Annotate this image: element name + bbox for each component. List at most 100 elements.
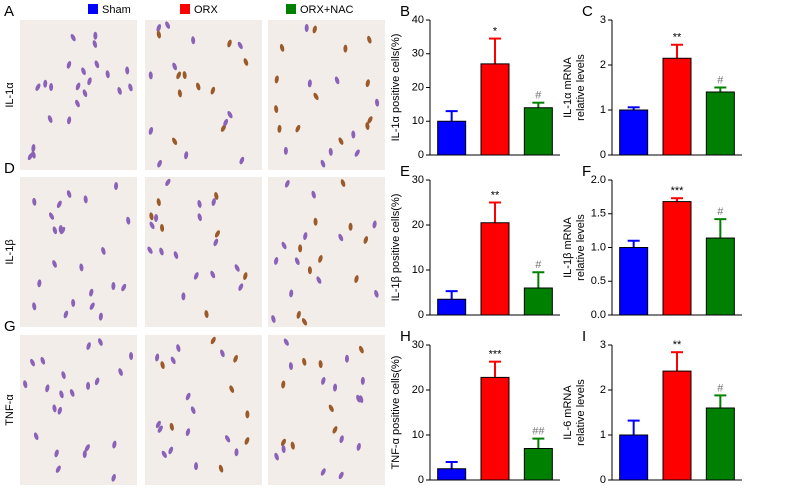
- cell: [55, 465, 61, 473]
- cell: [185, 428, 191, 437]
- cell: [172, 137, 178, 145]
- cell: [338, 233, 344, 242]
- significance: ##: [532, 426, 545, 438]
- cell: [92, 40, 98, 48]
- cell: [311, 190, 316, 199]
- cell: [86, 342, 91, 350]
- cell: [84, 444, 90, 452]
- legend-swatch: [180, 4, 190, 14]
- micrograph: [145, 335, 262, 485]
- y-tick-label: 0.5: [591, 275, 606, 287]
- cell: [316, 276, 322, 284]
- y-tick-label: 0: [418, 474, 424, 486]
- cell: [93, 31, 98, 40]
- cell: [40, 356, 46, 365]
- y-tick-label: 0: [418, 149, 424, 161]
- cell: [112, 440, 117, 449]
- cell: [197, 213, 202, 222]
- bar: [705, 407, 735, 481]
- cell: [365, 122, 370, 131]
- cell: [45, 384, 50, 393]
- micrograph: [20, 335, 137, 485]
- bar: [705, 91, 735, 156]
- bar: [619, 247, 649, 316]
- micrograph: [145, 20, 262, 170]
- cell: [61, 371, 66, 379]
- significance: *: [493, 25, 498, 37]
- cell: [277, 124, 282, 133]
- bar: [480, 63, 510, 156]
- cell: [31, 144, 36, 153]
- cell: [43, 79, 48, 88]
- cell: [168, 446, 174, 455]
- micrograph: [20, 177, 137, 327]
- cell: [244, 437, 250, 445]
- bar: [705, 237, 735, 316]
- cell: [182, 71, 187, 80]
- cell: [210, 86, 216, 95]
- significance: #: [717, 206, 724, 218]
- y-tick-label: 20: [412, 81, 424, 93]
- cell: [271, 315, 276, 323]
- cell: [197, 199, 202, 208]
- panel-letter: D: [4, 160, 15, 177]
- cell: [338, 137, 344, 145]
- cell: [356, 442, 361, 451]
- cell: [318, 360, 323, 369]
- legend-swatch: [286, 4, 296, 14]
- y-axis-label: TNF-α positive cells(%): [390, 356, 402, 470]
- cell: [283, 146, 288, 155]
- cell: [224, 435, 231, 443]
- cell: [172, 62, 178, 71]
- row-label: IL-1β: [4, 239, 16, 264]
- cell: [89, 288, 94, 297]
- cell: [274, 256, 279, 265]
- cell: [32, 197, 37, 206]
- cell: [155, 420, 161, 429]
- cell: [313, 92, 319, 101]
- cell: [82, 450, 87, 459]
- cell: [30, 358, 36, 367]
- y-tick-label: 2.0: [591, 174, 606, 186]
- cell: [290, 441, 295, 450]
- cell: [358, 395, 364, 404]
- cell: [52, 260, 57, 268]
- y-tick-label: 30: [412, 174, 424, 186]
- cell: [281, 445, 286, 454]
- cell: [86, 381, 91, 390]
- cell: [57, 406, 63, 415]
- cell: [321, 376, 326, 385]
- cell: [67, 116, 72, 125]
- cell: [218, 464, 224, 473]
- cell: [367, 35, 372, 44]
- significance: #: [717, 74, 724, 86]
- cell: [360, 376, 365, 385]
- cell: [59, 390, 64, 399]
- cell: [339, 435, 344, 444]
- cell: [303, 232, 308, 241]
- cell: [49, 83, 54, 92]
- cell: [148, 126, 154, 135]
- cell: [307, 79, 312, 88]
- significance: #: [535, 90, 542, 102]
- bar: [480, 376, 510, 481]
- y-tick-label: 3: [600, 14, 606, 26]
- cell: [332, 426, 338, 434]
- cell: [126, 216, 131, 225]
- cell: [54, 449, 59, 458]
- cell: [185, 392, 191, 401]
- micrograph: [268, 177, 385, 327]
- cell: [243, 272, 248, 280]
- cell: [94, 377, 100, 386]
- cell: [89, 302, 95, 310]
- cell: [367, 116, 373, 124]
- cell: [47, 115, 53, 123]
- cell: [75, 99, 80, 108]
- cell: [307, 266, 312, 275]
- cell: [298, 244, 303, 253]
- cell: [161, 450, 167, 458]
- cell: [295, 124, 301, 133]
- y-tick-label: 1: [600, 429, 606, 441]
- cell: [343, 44, 348, 53]
